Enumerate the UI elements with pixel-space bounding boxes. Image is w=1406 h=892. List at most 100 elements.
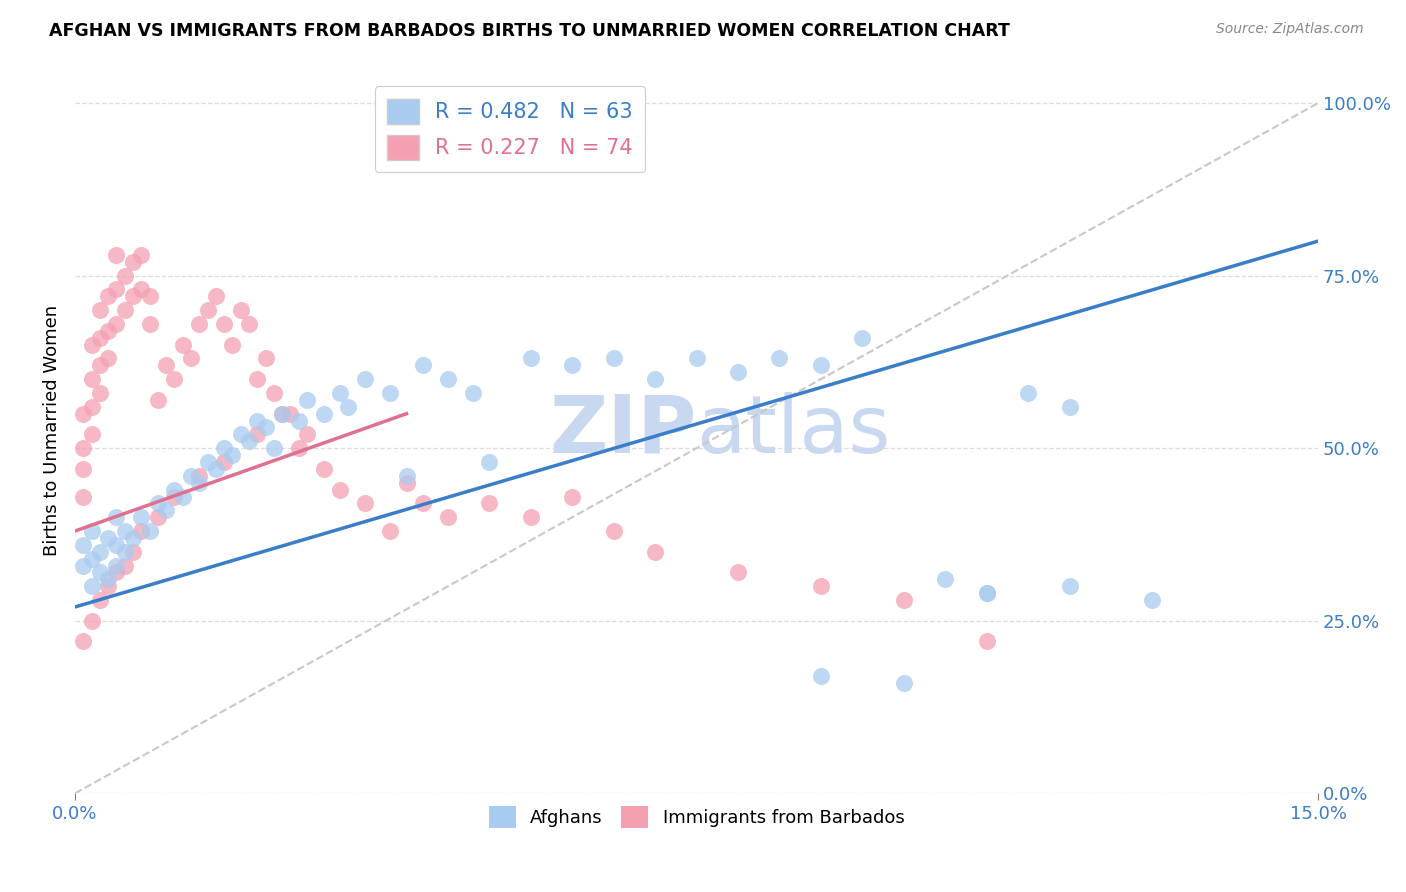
Point: [212, 441, 235, 455]
Legend: Afghans, Immigrants from Barbados: Afghans, Immigrants from Barbados: [482, 798, 911, 835]
Point: [114, 558, 136, 573]
Point: [727, 365, 749, 379]
Point: [229, 303, 252, 318]
Point: [138, 289, 160, 303]
Point: [72, 490, 94, 504]
Point: [180, 351, 202, 366]
Point: [114, 545, 136, 559]
Point: [72, 634, 94, 648]
Point: [122, 531, 145, 545]
Point: [238, 317, 260, 331]
Point: [287, 441, 309, 455]
Point: [188, 468, 211, 483]
Point: [602, 524, 624, 538]
Text: AFGHAN VS IMMIGRANTS FROM BARBADOS BIRTHS TO UNMARRIED WOMEN CORRELATION CHART: AFGHAN VS IMMIGRANTS FROM BARBADOS BIRTH…: [49, 22, 1010, 40]
Point: [246, 427, 269, 442]
Point: [105, 538, 128, 552]
Point: [80, 524, 103, 538]
Point: [89, 303, 111, 318]
Point: [478, 496, 501, 510]
Point: [254, 420, 277, 434]
Point: [238, 434, 260, 449]
Point: [97, 324, 120, 338]
Point: [212, 455, 235, 469]
Point: [287, 414, 309, 428]
Point: [138, 317, 160, 331]
Point: [395, 475, 418, 490]
Point: [295, 392, 318, 407]
Point: [180, 468, 202, 483]
Point: [89, 386, 111, 401]
Point: [72, 558, 94, 573]
Point: [197, 303, 219, 318]
Point: [312, 462, 335, 476]
Point: [89, 359, 111, 373]
Point: [934, 572, 956, 586]
Point: [561, 359, 583, 373]
Point: [80, 372, 103, 386]
Point: [105, 566, 128, 580]
Point: [163, 490, 186, 504]
Point: [271, 407, 294, 421]
Text: Source: ZipAtlas.com: Source: ZipAtlas.com: [1216, 22, 1364, 37]
Point: [105, 558, 128, 573]
Point: [461, 386, 484, 401]
Point: [97, 289, 120, 303]
Point: [354, 496, 377, 510]
Point: [976, 586, 998, 600]
Point: [263, 386, 285, 401]
Point: [155, 359, 177, 373]
Point: [131, 282, 153, 296]
Point: [163, 372, 186, 386]
Y-axis label: Births to Unmarried Women: Births to Unmarried Women: [44, 305, 60, 557]
Point: [205, 289, 228, 303]
Point: [97, 572, 120, 586]
Point: [146, 510, 169, 524]
Point: [122, 255, 145, 269]
Point: [163, 483, 186, 497]
Point: [72, 538, 94, 552]
Point: [97, 531, 120, 545]
Point: [1017, 386, 1039, 401]
Point: [80, 614, 103, 628]
Point: [114, 303, 136, 318]
Point: [1142, 593, 1164, 607]
Point: [337, 400, 360, 414]
Point: [246, 372, 269, 386]
Text: ZIP: ZIP: [550, 392, 696, 470]
Point: [72, 407, 94, 421]
Point: [97, 579, 120, 593]
Point: [280, 407, 302, 421]
Point: [1059, 400, 1081, 414]
Point: [80, 579, 103, 593]
Point: [810, 359, 832, 373]
Point: [89, 566, 111, 580]
Point: [188, 317, 211, 331]
Point: [644, 372, 666, 386]
Point: [437, 372, 460, 386]
Point: [89, 593, 111, 607]
Point: [72, 441, 94, 455]
Point: [271, 407, 294, 421]
Point: [229, 427, 252, 442]
Point: [412, 496, 434, 510]
Point: [893, 593, 915, 607]
Point: [378, 524, 401, 538]
Point: [105, 317, 128, 331]
Point: [131, 524, 153, 538]
Point: [246, 414, 269, 428]
Point: [810, 669, 832, 683]
Point: [205, 462, 228, 476]
Point: [80, 551, 103, 566]
Point: [72, 462, 94, 476]
Point: [138, 524, 160, 538]
Point: [188, 475, 211, 490]
Point: [644, 545, 666, 559]
Point: [97, 351, 120, 366]
Point: [1059, 579, 1081, 593]
Point: [80, 427, 103, 442]
Point: [131, 248, 153, 262]
Point: [122, 545, 145, 559]
Point: [172, 490, 194, 504]
Point: [354, 372, 377, 386]
